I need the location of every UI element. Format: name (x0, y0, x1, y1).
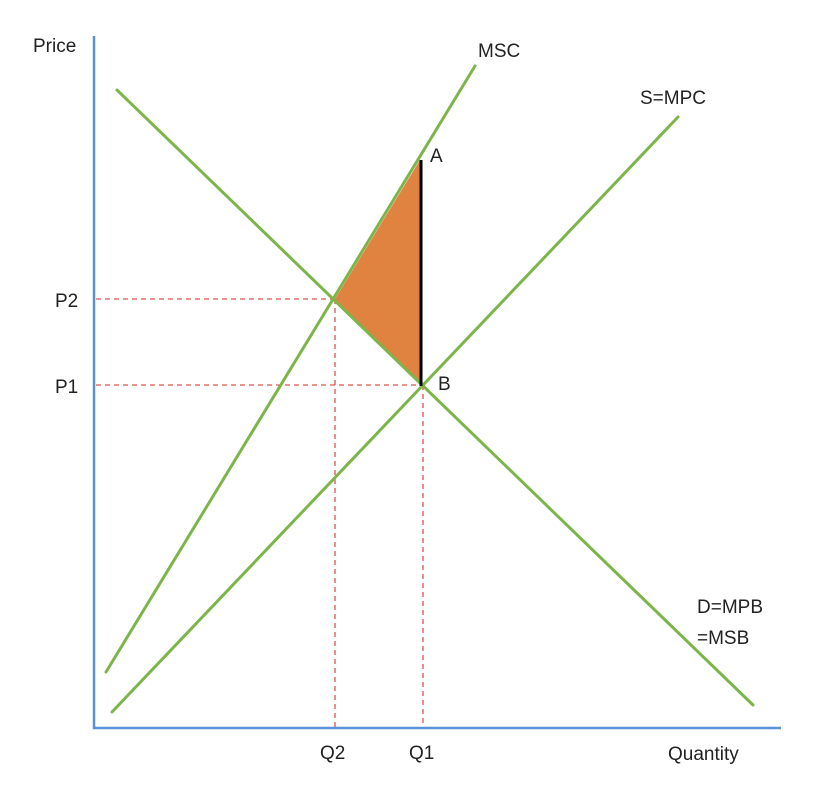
x-axis-label: Quantity (668, 744, 739, 765)
point-b-label: B (438, 374, 451, 395)
p2-label: P2 (55, 291, 78, 312)
point-a-label: A (430, 146, 443, 167)
demand-label-line1: D=MPB (697, 597, 763, 618)
demand-label-line2: =MSB (697, 628, 749, 649)
msc-curve (104, 64, 477, 674)
p1-label: P1 (55, 377, 78, 398)
supply-label: S=MPC (640, 88, 706, 109)
q1-label: Q1 (409, 743, 434, 764)
msc-label: MSC (478, 41, 520, 62)
demand-curve (115, 88, 755, 707)
supply-curve (110, 115, 680, 714)
q2-label: Q2 (320, 743, 345, 764)
welfare-loss-triangle (335, 160, 420, 385)
y-axis-label: Price (33, 36, 76, 57)
